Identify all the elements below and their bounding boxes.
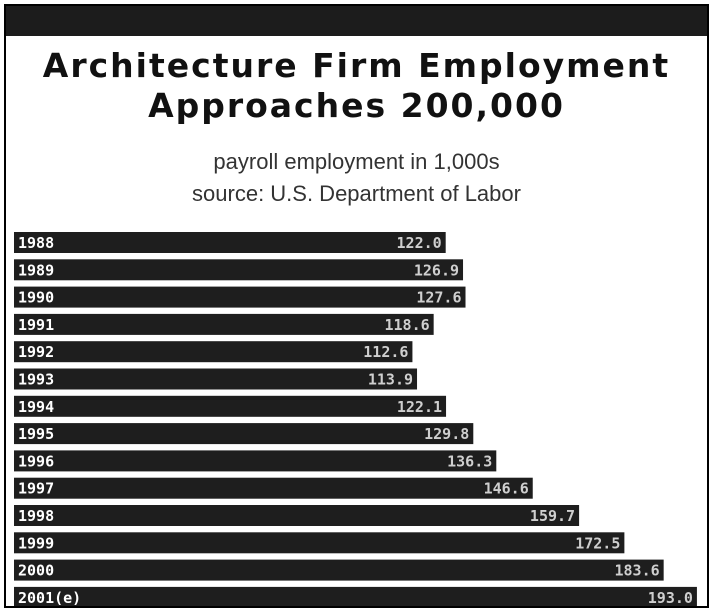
- chart-title-line-2: Approaches 200,000: [148, 86, 565, 125]
- value-label: 122.1: [397, 398, 442, 416]
- value-label: 129.8: [424, 425, 469, 443]
- value-label: 146.6: [484, 480, 529, 498]
- value-label: 122.0: [397, 234, 442, 252]
- value-label: 127.6: [416, 289, 461, 307]
- value-label: 193.0: [648, 589, 693, 606]
- bar-1996: [14, 450, 497, 472]
- chart-subtitle: payroll employment in 1,000s source: U.S…: [6, 146, 707, 210]
- category-label: 1991: [18, 316, 54, 334]
- subtitle-units: payroll employment in 1,000s: [213, 149, 500, 174]
- value-label: 112.6: [363, 343, 408, 361]
- category-label: 2000: [18, 562, 54, 580]
- bar-1989: [14, 259, 464, 281]
- category-label: 1990: [18, 289, 54, 307]
- category-label: 2001(e): [18, 589, 81, 606]
- bar-1988: [14, 232, 446, 253]
- category-label: 1988: [18, 234, 54, 252]
- bar-1997: [14, 477, 533, 499]
- bar-1993: [14, 368, 418, 390]
- category-label: 1992: [18, 343, 54, 361]
- value-label: 159.7: [530, 507, 575, 525]
- value-label: 172.5: [575, 534, 620, 552]
- value-label: 113.9: [368, 371, 413, 389]
- chart-frame: Architecture Firm Employment Approaches …: [4, 4, 709, 608]
- category-label: 1996: [18, 452, 54, 470]
- category-label: 1994: [18, 398, 54, 416]
- bar-1995: [14, 423, 474, 445]
- bar-1998: [14, 505, 580, 526]
- category-label: 1998: [18, 507, 54, 525]
- chart-title: Architecture Firm Employment Approaches …: [6, 46, 707, 126]
- bar-1992: [14, 341, 413, 363]
- category-label: 1995: [18, 425, 54, 443]
- value-label: 136.3: [447, 452, 492, 470]
- category-label: 1989: [18, 261, 54, 279]
- header-bar: [6, 6, 707, 36]
- value-label: 118.6: [385, 316, 430, 334]
- bar-1990: [14, 286, 466, 308]
- bar-1994: [14, 395, 447, 417]
- category-label: 1997: [18, 480, 54, 498]
- bar-1991: [14, 313, 434, 335]
- bar-chart: 1988 122.0 1989 126.9 1990 127.6 1991 118.6 1992…: [14, 232, 697, 606]
- value-label: 183.6: [615, 562, 660, 580]
- bar-1999: [14, 532, 625, 554]
- bar-2000: [14, 559, 664, 581]
- subtitle-source: source: U.S. Department of Labor: [192, 181, 521, 206]
- category-label: 1999: [18, 534, 54, 552]
- value-label: 126.9: [414, 261, 459, 279]
- category-label: 1993: [18, 371, 54, 389]
- bar-2001(e): [14, 586, 697, 606]
- chart-title-line-1: Architecture Firm Employment: [42, 46, 671, 85]
